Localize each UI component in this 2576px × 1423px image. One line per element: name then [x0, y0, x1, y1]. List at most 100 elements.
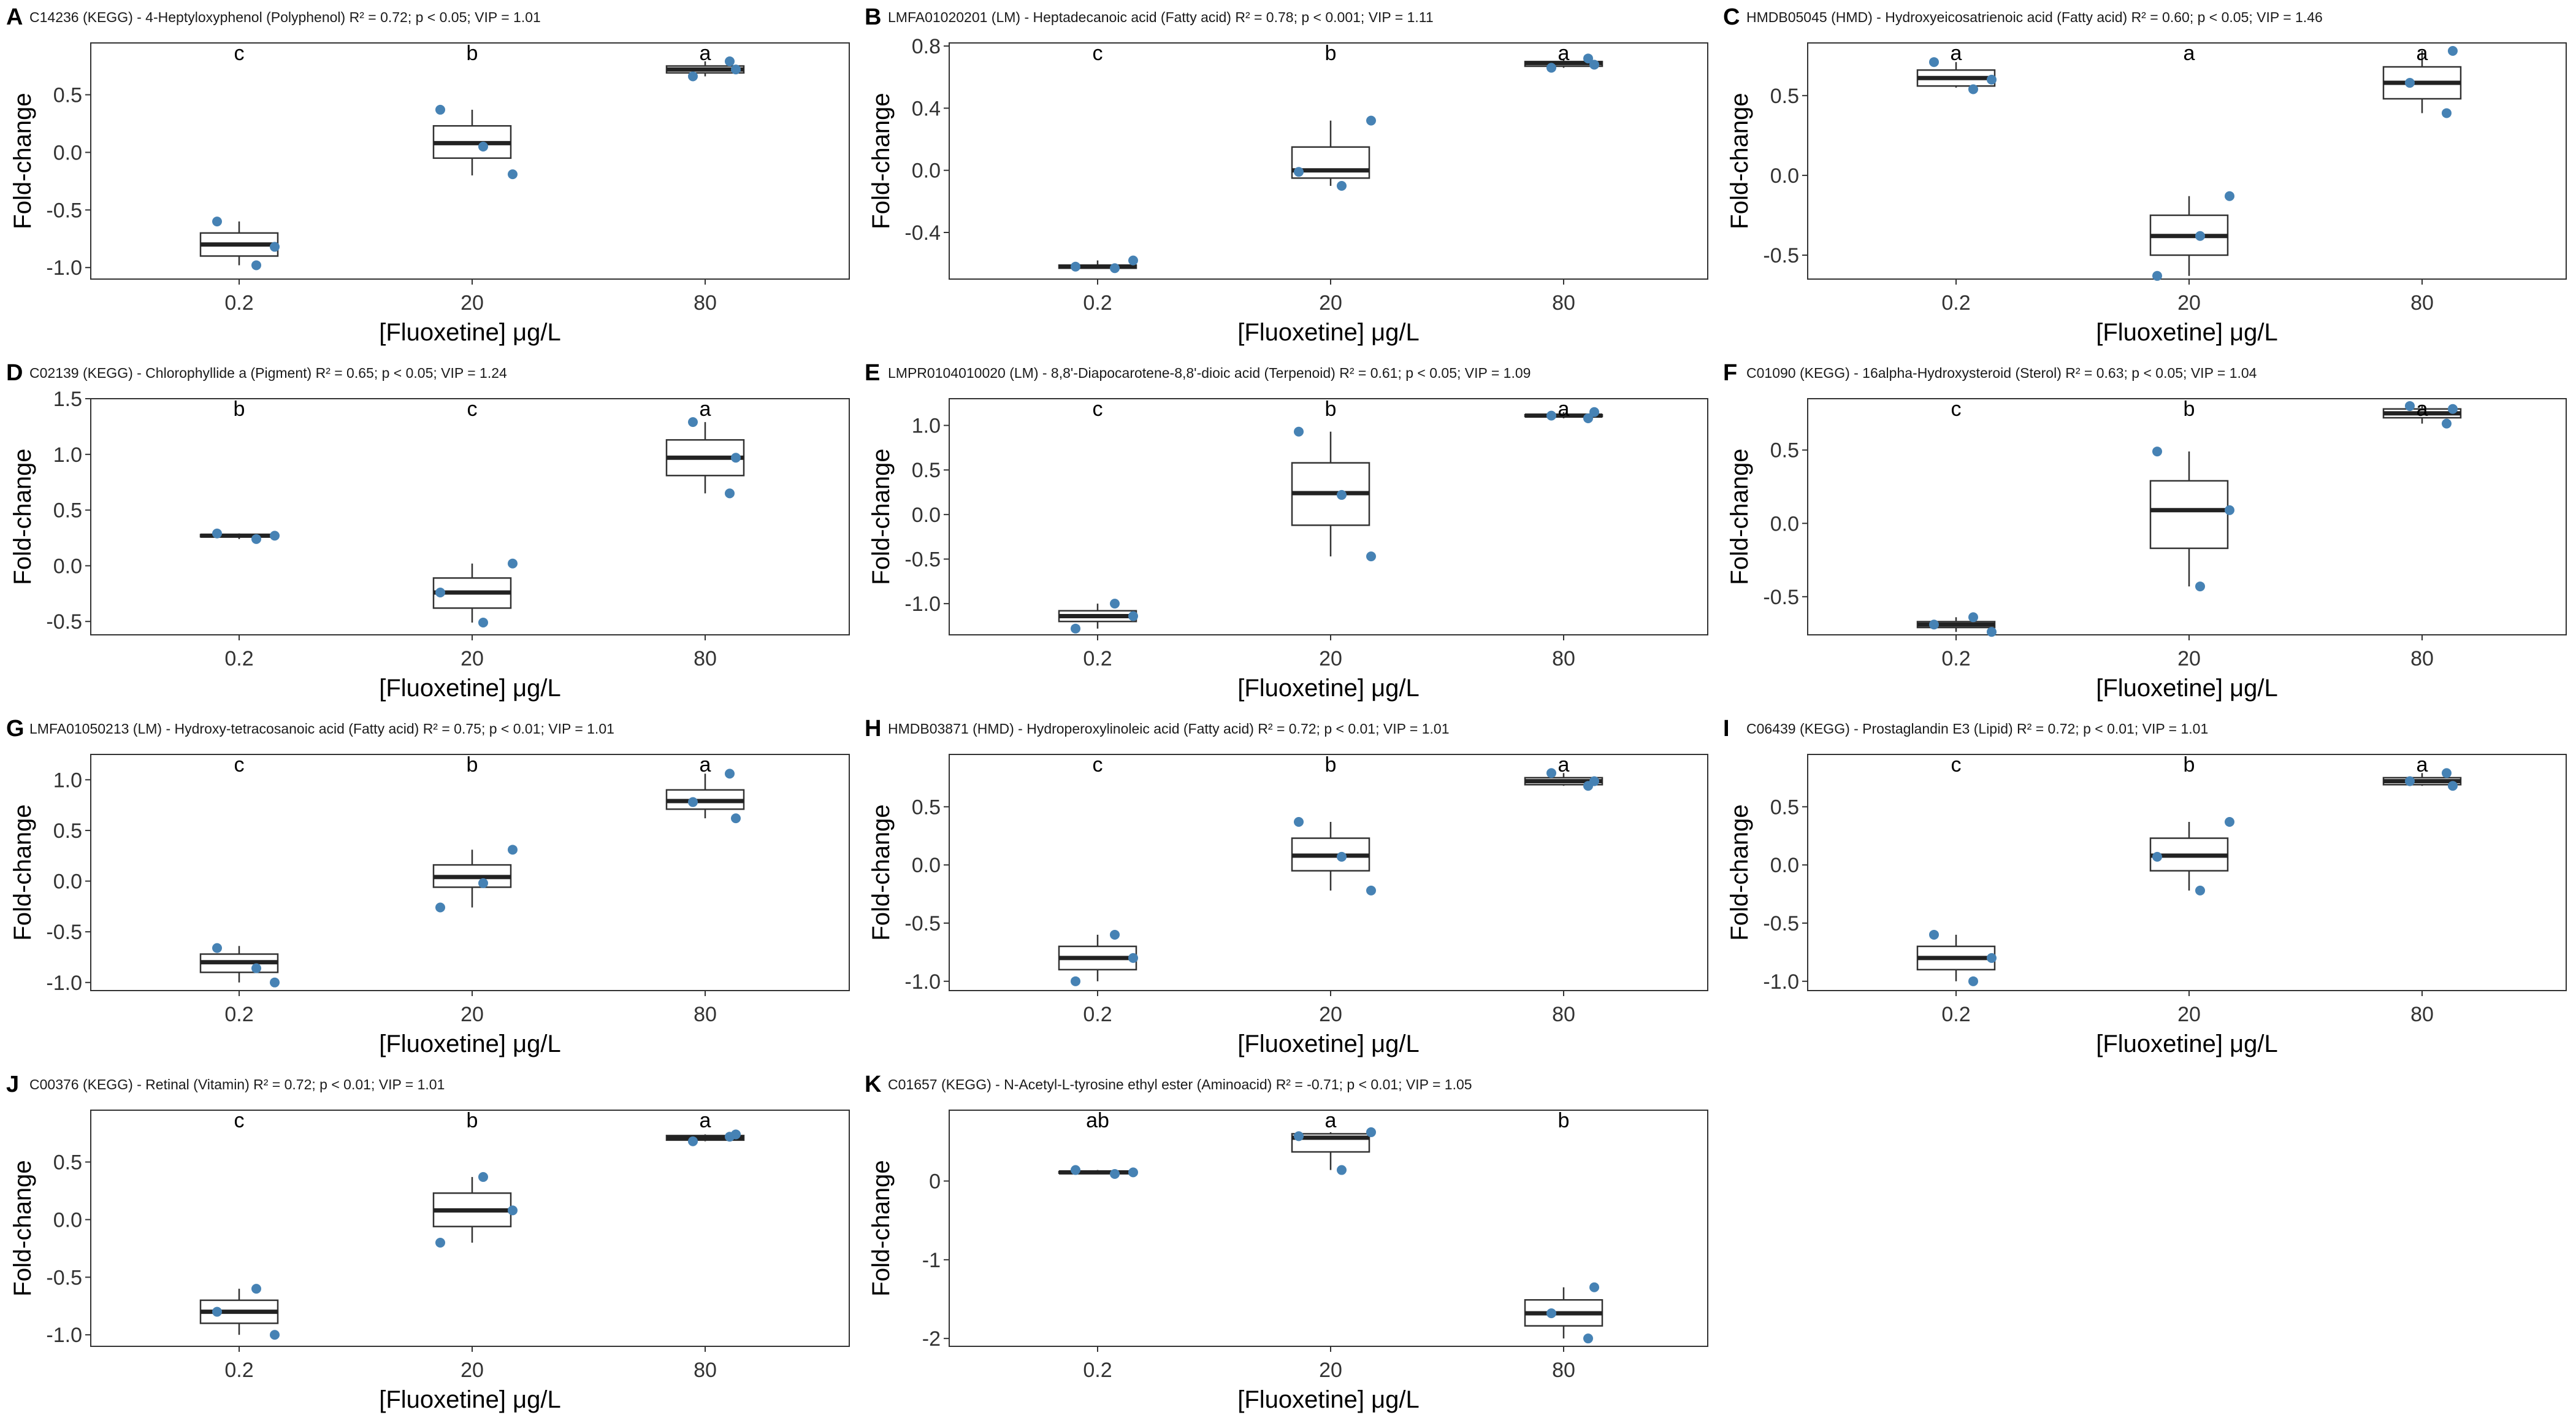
y-tick-label: -1.0: [46, 256, 82, 280]
data-point: [212, 1306, 222, 1317]
significance-letter: a: [2417, 753, 2428, 777]
y-tick-label: 1.0: [912, 415, 941, 438]
y-tick-label: -1.0: [46, 972, 82, 995]
data-point: [2195, 885, 2205, 896]
data-point: [1929, 929, 1939, 940]
y-tick-label: 0.8: [912, 35, 941, 58]
data-point: [1071, 623, 1080, 634]
significance-letter: c: [1951, 753, 1962, 777]
panel-title: C02139 (KEGG) - Chlorophyllide a (Pigmen…: [29, 365, 507, 381]
panel-title: LMPR0104010020 (LM) - 8,8'-Diapocarotene…: [888, 365, 1531, 381]
x-axis-title: [Fluoxetine] μg/L: [1237, 319, 1420, 346]
data-point: [1110, 1168, 1120, 1179]
data-point: [1968, 612, 1978, 623]
y-tick-label: 0.0: [912, 854, 941, 877]
box-20: [2149, 822, 2229, 891]
y-tick-label: -0.5: [904, 548, 941, 572]
significance-letter: a: [700, 397, 711, 421]
box-20: [432, 563, 512, 623]
panel-letter: H: [865, 716, 881, 742]
box-0.2: [1058, 1170, 1137, 1175]
box-0.2: [199, 221, 279, 266]
panel-f: F C01090 (KEGG) - 16alpha-Hydroxysteroid …: [1717, 356, 2575, 710]
data-point: [1337, 489, 1347, 500]
data-point: [508, 845, 518, 855]
panel-letter: J: [6, 1072, 19, 1097]
y-tick-label: 0.5: [53, 499, 82, 523]
data-point: [2195, 231, 2205, 241]
x-axis-title: [Fluoxetine] μg/L: [2096, 1030, 2278, 1057]
y-tick-label: -0.5: [46, 610, 82, 634]
box-20: [1291, 1132, 1370, 1170]
box-20: [432, 1176, 512, 1243]
significance-letter: c: [234, 42, 245, 65]
x-tick-label: 80: [1552, 291, 1575, 315]
panel-title: C06439 (KEGG) - Prostaglandin E3 (Lipid)…: [1746, 721, 2208, 737]
significance-letter: b: [2184, 753, 2195, 777]
significance-letter: a: [1558, 397, 1570, 421]
data-point: [688, 417, 698, 428]
box-80: [2382, 773, 2462, 786]
data-point: [1589, 776, 1599, 786]
x-tick-label: 80: [1552, 1003, 1575, 1026]
data-point: [1128, 1167, 1138, 1178]
data-point: [478, 1172, 488, 1182]
y-tick-label: -0.5: [1763, 912, 1799, 935]
data-point: [1294, 1131, 1304, 1141]
panel-plot: H HMDB03871 (HMD) - Hydroperoxylinoleic a…: [865, 716, 1708, 1057]
data-point: [1366, 551, 1376, 562]
panel-letter: B: [865, 4, 881, 30]
panel-title: C01090 (KEGG) - 16alpha-Hydroxysteroid (…: [1746, 365, 2257, 381]
panel-title: LMFA01020201 (LM) - Heptadecanoic acid (…: [888, 9, 1434, 25]
y-tick-label: 0.4: [912, 97, 941, 120]
data-point: [2448, 46, 2458, 56]
y-tick-label: 0.5: [1770, 85, 1799, 108]
box-20: [2149, 196, 2229, 276]
significance-letter: b: [234, 397, 245, 421]
data-point: [2405, 78, 2415, 88]
data-point: [1071, 1165, 1080, 1175]
significance-letter: a: [700, 1109, 711, 1132]
data-point: [1110, 599, 1120, 609]
y-axis-title: Fold-change: [1726, 804, 1753, 940]
data-point: [1589, 1282, 1599, 1292]
y-tick-label: -0.5: [46, 921, 82, 944]
box-20: [1291, 431, 1370, 557]
data-point: [1968, 976, 1978, 986]
significance-letter: a: [2417, 42, 2428, 65]
panel-title: LMFA01050213 (LM) - Hydroxy-tetracosanoi…: [29, 721, 614, 737]
panel-letter: A: [6, 4, 23, 30]
data-point: [731, 1129, 741, 1140]
data-point: [212, 528, 222, 539]
data-point: [1987, 953, 1997, 963]
x-tick-label: 80: [694, 291, 717, 315]
data-point: [2442, 418, 2452, 429]
panel-plot: J C00376 (KEGG) - Retinal (Vitamin) R² = …: [6, 1072, 850, 1413]
data-point: [1546, 1308, 1556, 1319]
data-point: [1589, 59, 1599, 70]
panel-plot: G LMFA01050213 (LM) - Hydroxy-tetracosano…: [6, 716, 850, 1057]
data-point: [1583, 1333, 1593, 1344]
significance-letter: a: [1558, 753, 1570, 777]
data-point: [251, 963, 261, 973]
data-point: [2152, 447, 2162, 457]
significance-letter: a: [1558, 42, 1570, 65]
x-tick-label: 20: [1319, 1359, 1342, 1382]
significance-letter: b: [467, 1109, 478, 1132]
x-tick-label: 0.2: [1083, 647, 1112, 670]
data-point: [508, 558, 518, 569]
x-axis-title: [Fluoxetine] μg/L: [2096, 319, 2278, 346]
data-point: [1294, 167, 1304, 177]
data-point: [1128, 255, 1138, 266]
data-point: [2405, 776, 2415, 786]
data-point: [270, 1330, 280, 1340]
x-tick-label: 20: [1319, 291, 1342, 315]
box-0.2: [1058, 604, 1137, 629]
y-tick-label: -0.5: [904, 912, 941, 935]
data-point: [688, 797, 698, 807]
y-tick-label: -0.4: [904, 221, 941, 245]
data-point: [1110, 929, 1120, 940]
panel-b: B LMFA01020201 (LM) - Heptadecanoic acid …: [858, 0, 1717, 355]
data-point: [2448, 781, 2458, 791]
y-axis-title: Fold-change: [9, 93, 36, 229]
